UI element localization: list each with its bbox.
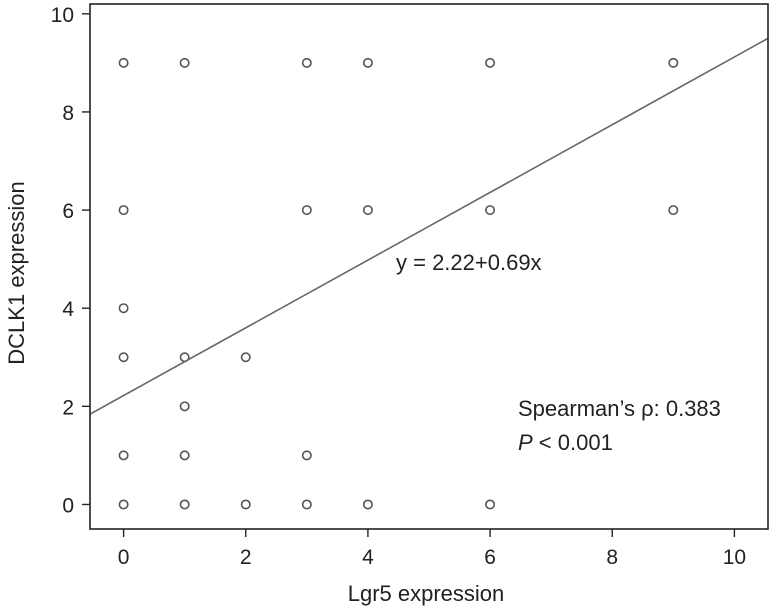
p-value-text: < 0.001 — [533, 430, 613, 455]
p-symbol: P — [518, 430, 533, 455]
data-point — [118, 450, 129, 461]
data-point — [301, 205, 312, 216]
data-point — [485, 499, 496, 510]
y-tick-label: 4 — [62, 298, 74, 321]
data-point — [301, 57, 312, 68]
data-point — [301, 499, 312, 510]
x-tick-label: 6 — [484, 546, 496, 569]
x-tick-label: 0 — [118, 546, 130, 569]
data-point — [485, 205, 496, 216]
data-point — [118, 205, 129, 216]
axis-ticks: 0 2 4 6 8 10 0 2 4 6 8 10 — [51, 4, 746, 569]
data-point — [301, 450, 312, 461]
y-tick-label: 0 — [62, 494, 74, 517]
x-axis-title: Lgr5 expression — [348, 581, 505, 606]
p-value-annotation: P < 0.001 — [518, 430, 613, 455]
spearman-annotation: Spearman’s ρ: 0.383 — [518, 396, 721, 421]
data-point — [118, 303, 129, 314]
data-point — [179, 499, 190, 510]
data-point — [179, 57, 190, 68]
data-point — [668, 205, 679, 216]
data-point — [118, 57, 129, 68]
y-axis-title: DCLK1 expression — [4, 181, 29, 364]
y-tick-label: 2 — [62, 396, 74, 419]
regression-line-group — [89, 37, 769, 415]
data-point — [118, 499, 129, 510]
x-tick-label: 10 — [723, 546, 746, 569]
x-tick-label: 8 — [606, 546, 618, 569]
data-point — [362, 499, 373, 510]
data-point — [485, 57, 496, 68]
data-points — [118, 57, 679, 510]
data-point — [179, 401, 190, 412]
regression-line — [89, 37, 769, 415]
data-point — [362, 205, 373, 216]
data-point — [179, 450, 190, 461]
data-point — [362, 57, 373, 68]
y-tick-label: 8 — [62, 102, 74, 125]
x-tick-label: 2 — [240, 546, 252, 569]
y-tick-label: 10 — [51, 4, 74, 27]
data-point — [668, 57, 679, 68]
data-point — [118, 352, 129, 363]
regression-equation: y = 2.22+0.69x — [396, 250, 542, 275]
data-point — [240, 352, 251, 363]
y-tick-label: 6 — [62, 200, 74, 223]
data-point — [240, 499, 251, 510]
plot-frame — [89, 3, 769, 530]
x-tick-label: 4 — [362, 546, 374, 569]
